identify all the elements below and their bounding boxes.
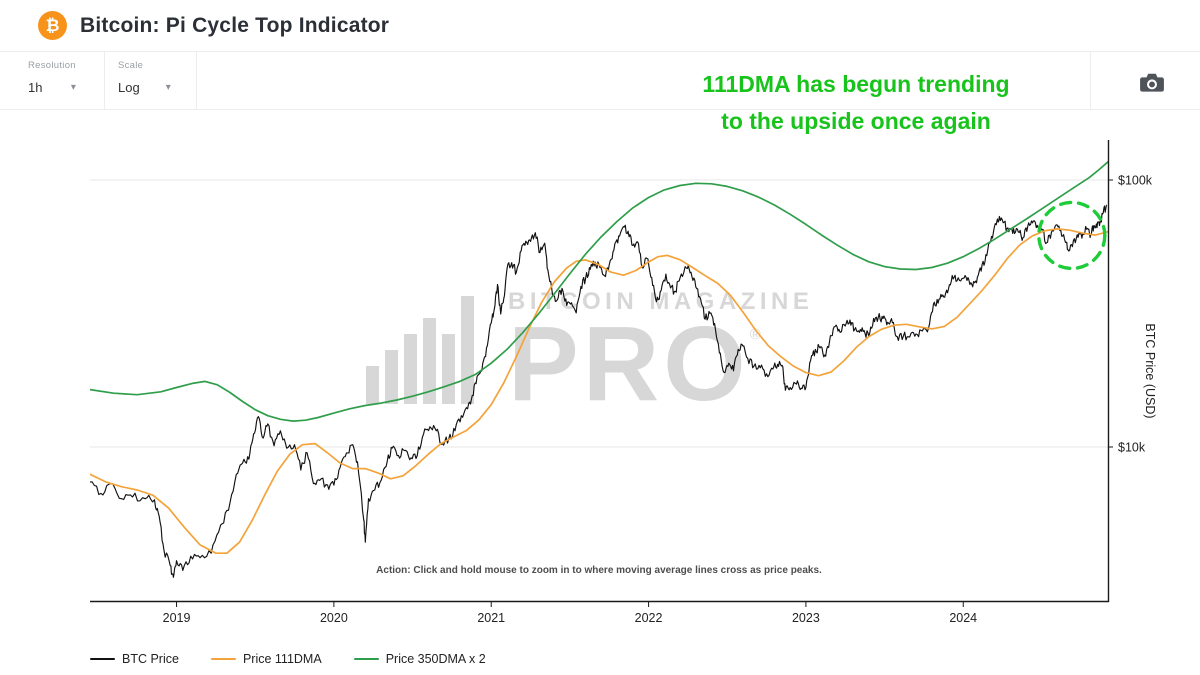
chevron-down-icon: ▾ bbox=[165, 82, 171, 93]
annotation-line-1: 111DMA has begun trending bbox=[702, 71, 1010, 97]
chevron-down-icon: ▾ bbox=[70, 82, 76, 93]
toolbar-divider bbox=[1090, 52, 1091, 110]
svg-text:2020: 2020 bbox=[320, 611, 348, 625]
page-title: Bitcoin: Pi Cycle Top Indicator bbox=[80, 13, 390, 37]
chart-action-note: Action: Click and hold mouse to zoom in … bbox=[376, 565, 822, 576]
resolution-value: 1h bbox=[28, 80, 43, 95]
legend-item[interactable]: Price 111DMA bbox=[210, 652, 322, 666]
svg-text:2024: 2024 bbox=[949, 611, 977, 625]
toolbar-divider bbox=[104, 52, 105, 110]
header: ₿ Bitcoin: Pi Cycle Top Indicator bbox=[0, 0, 1200, 52]
scale-value: Log bbox=[118, 80, 140, 95]
watermark: BITCOIN MAGAZINE PRO ® bbox=[366, 288, 814, 423]
bitcoin-logo-icon: ₿ bbox=[38, 11, 67, 40]
svg-text:2019: 2019 bbox=[163, 611, 191, 625]
watermark-pro: PRO bbox=[508, 305, 750, 423]
price-chart[interactable]: 2019 2020 2021 2022 2023 2024 $100k $10k BTC Pri… bbox=[90, 140, 1200, 640]
camera-icon bbox=[1140, 73, 1164, 92]
screenshot-camera-button[interactable] bbox=[1138, 72, 1166, 96]
svg-text:2023: 2023 bbox=[792, 611, 820, 625]
legend-item[interactable]: Price 350DMA x 2 bbox=[353, 652, 486, 666]
legend-swatch bbox=[90, 657, 115, 661]
watermark-title: BITCOIN MAGAZINE bbox=[508, 288, 814, 315]
svg-text:2022: 2022 bbox=[635, 611, 663, 625]
legend-label: Price 111DMA bbox=[242, 652, 322, 666]
svg-text:BTC Price (USD): BTC Price (USD) bbox=[1143, 323, 1157, 418]
chart-toolbar: Resolution 1h ▾ Scale Log ▾ bbox=[0, 52, 1200, 110]
legend-swatch bbox=[210, 657, 236, 661]
resolution-label: Resolution bbox=[28, 60, 76, 71]
resolution-select[interactable]: Resolution 1h ▾ bbox=[28, 60, 76, 95]
svg-text:$10k: $10k bbox=[1118, 441, 1146, 455]
chart-legend: BTC Price Price 111DMA Price 350DMA x 2 bbox=[90, 652, 486, 666]
svg-text:$100k: $100k bbox=[1118, 174, 1153, 188]
annotation-line-2: to the upside once again bbox=[721, 108, 991, 134]
legend-label: BTC Price bbox=[122, 652, 179, 666]
annotation-text: 111DMA has begun trending to the upside … bbox=[640, 66, 1072, 140]
scale-label: Scale bbox=[118, 60, 144, 71]
legend-label: Price 350DMA x 2 bbox=[385, 652, 486, 666]
scale-select[interactable]: Scale Log ▾ bbox=[118, 60, 171, 95]
price-chart-canvas: 2019 2020 2021 2022 2023 2024 $100k $10k BTC Pri… bbox=[90, 140, 1157, 625]
legend-swatch bbox=[353, 657, 379, 661]
toolbar-divider bbox=[196, 52, 197, 110]
svg-text:2021: 2021 bbox=[477, 611, 505, 625]
legend-item[interactable]: BTC Price bbox=[90, 652, 179, 666]
registered-mark: ® bbox=[749, 326, 761, 343]
